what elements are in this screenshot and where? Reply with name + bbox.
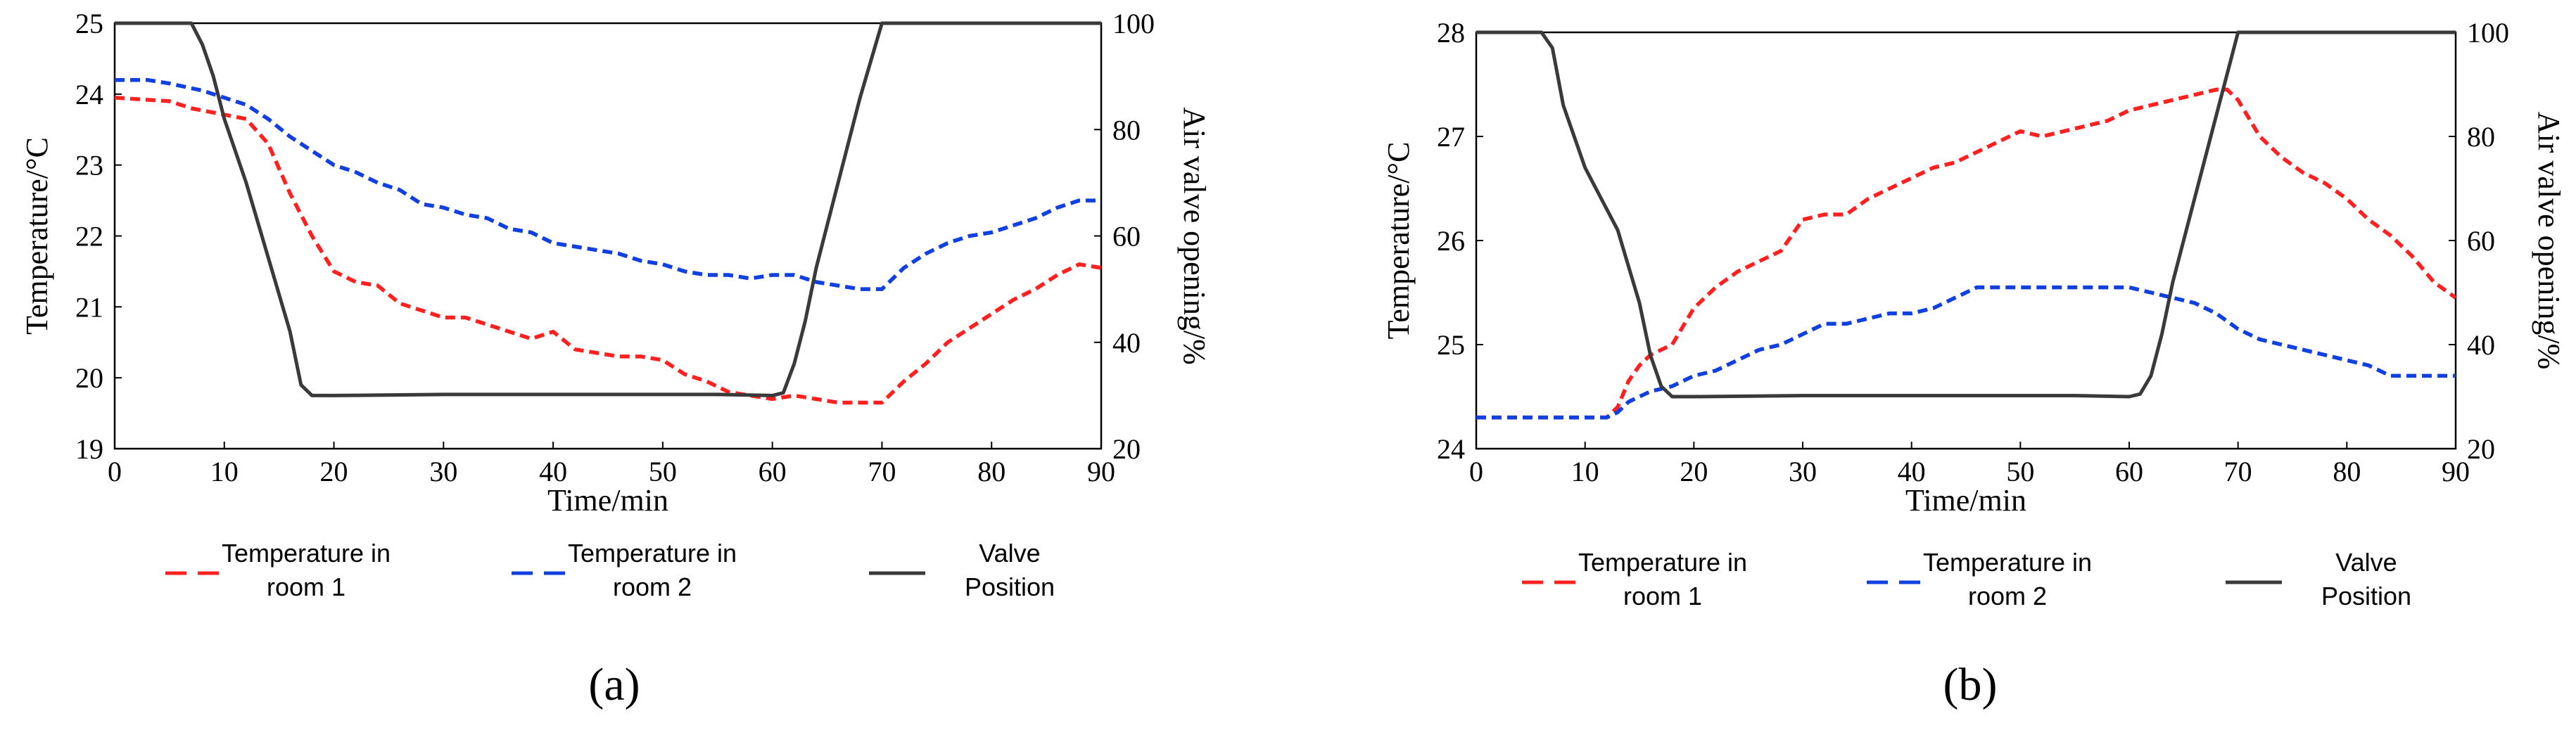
y-axis-label: Temperature/°C bbox=[1381, 142, 1416, 340]
room-1-temperature-line bbox=[1476, 87, 2457, 420]
y-tick-label: 25 bbox=[75, 8, 103, 39]
x-tick-label: 60 bbox=[2115, 456, 2143, 487]
chart-panel-b: 0 10 20 30 40 50 60 70 80 90 24 25 26 27 28 20 40 60 80 100… bbox=[1381, 17, 2566, 710]
x-tick-label: 0 bbox=[1469, 456, 1483, 487]
plot-frame bbox=[1475, 31, 2457, 450]
valve-position-line bbox=[115, 21, 1101, 397]
x-tick-label: 20 bbox=[1680, 456, 1708, 487]
y-tick-label: 24 bbox=[1437, 433, 1465, 465]
x-tick-label: 60 bbox=[759, 456, 787, 487]
x-tick-label: 70 bbox=[2224, 456, 2252, 487]
room-2-temperature-line bbox=[115, 77, 1101, 291]
chart-panel-a: 0 10 20 30 40 50 60 70 80 90 19 20 21 22 23 24 25 20 40 60 8… bbox=[20, 8, 1212, 710]
x-axis-label: Time/min bbox=[547, 483, 668, 518]
y-tick-label: 23 bbox=[75, 150, 103, 181]
y-tick-label: 26 bbox=[1437, 225, 1465, 257]
room-2-temperature-line bbox=[1476, 285, 2456, 420]
y2-tick-label: 20 bbox=[1112, 433, 1141, 465]
x-axis-label: Time/min bbox=[1905, 483, 2026, 518]
valve-position-line bbox=[1476, 30, 2456, 399]
x-tick-label: 40 bbox=[539, 456, 567, 487]
x-tick-label: 90 bbox=[1087, 456, 1115, 487]
x-tick-label: 70 bbox=[868, 456, 896, 487]
legend-label: Temperature in room 2 bbox=[1923, 548, 2092, 610]
x-tick-label: 10 bbox=[1571, 456, 1599, 487]
y2-axis-label: Air valve opening/% bbox=[2532, 112, 2566, 370]
y-tick-label: 21 bbox=[75, 291, 103, 323]
x-tick-label: 80 bbox=[977, 456, 1005, 487]
room-1-temperature-line bbox=[114, 96, 1102, 405]
y2-tick-label: 100 bbox=[1112, 8, 1155, 39]
legend-label: Temperature in room 1 bbox=[222, 539, 391, 601]
y-tick-label: 28 bbox=[1437, 17, 1465, 49]
y-tick-label: 25 bbox=[1437, 329, 1465, 361]
legend-label: Temperature in room 2 bbox=[568, 539, 737, 601]
y2-axis-label: Air valve opening/% bbox=[1177, 107, 1212, 365]
y-axis-label: Temperature/°C bbox=[20, 137, 54, 335]
y-tick-label: 19 bbox=[75, 433, 103, 465]
y-tick-label: 22 bbox=[75, 221, 103, 252]
x-tick-label: 30 bbox=[429, 456, 457, 487]
panel-label: (b) bbox=[1943, 659, 1998, 710]
x-tick-label: 0 bbox=[108, 456, 122, 487]
x-tick-label: 50 bbox=[2006, 456, 2034, 487]
y-tick-label: 27 bbox=[1437, 121, 1465, 153]
legend-label: Valve Position bbox=[965, 539, 1055, 601]
y2-tick-label: 60 bbox=[1112, 221, 1141, 252]
legend-label: Temperature in room 1 bbox=[1578, 548, 1747, 610]
y2-tick-label: 100 bbox=[2467, 17, 2509, 49]
x-tick-label: 40 bbox=[1898, 456, 1926, 487]
y2-tick-label: 20 bbox=[2467, 433, 2495, 465]
x-tick-label: 50 bbox=[649, 456, 677, 487]
y-tick-label: 24 bbox=[75, 79, 103, 110]
y-tick-label: 20 bbox=[75, 362, 103, 394]
y2-tick-label: 60 bbox=[2467, 225, 2495, 257]
y2-tick-label: 80 bbox=[2467, 121, 2495, 153]
x-tick-label: 10 bbox=[210, 456, 239, 487]
legend-label: Valve Position bbox=[2321, 548, 2411, 610]
x-tick-label: 90 bbox=[2442, 456, 2470, 487]
y2-tick-label: 80 bbox=[1112, 114, 1141, 146]
x-tick-label: 20 bbox=[320, 456, 348, 487]
x-tick-label: 80 bbox=[2333, 456, 2361, 487]
panel-label: (a) bbox=[588, 659, 640, 710]
y2-tick-label: 40 bbox=[1112, 327, 1141, 359]
x-tick-label: 30 bbox=[1789, 456, 1817, 487]
y2-tick-label: 40 bbox=[2467, 329, 2495, 361]
